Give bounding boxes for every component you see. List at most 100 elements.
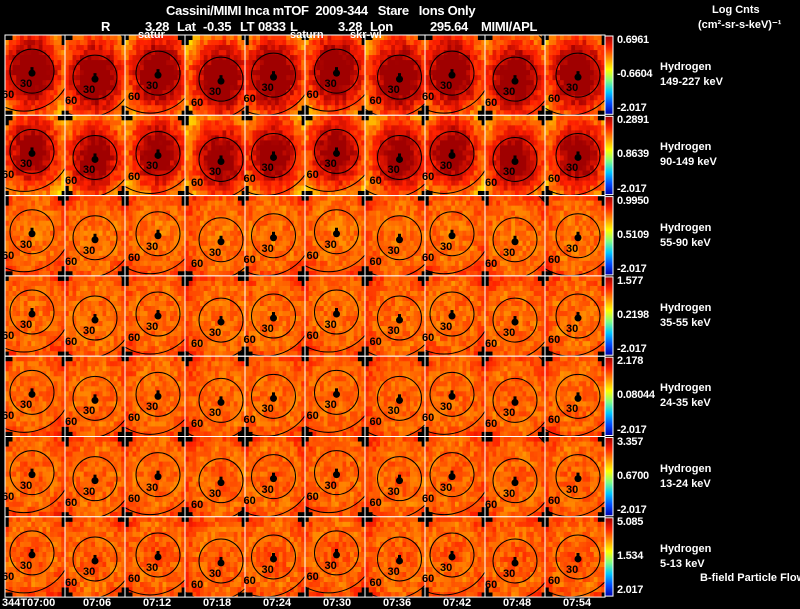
contour-label-60: 60 — [128, 332, 141, 345]
contour-30 — [9, 128, 55, 174]
contour-30 — [72, 375, 118, 421]
contour-label-30: 30 — [20, 479, 33, 492]
contour-label-30: 30 — [146, 160, 159, 173]
spacecraft-antenna-icon — [219, 556, 223, 561]
spacecraft-icon — [396, 236, 403, 244]
row-label: Hydrogen 149-227 keV — [660, 60, 723, 90]
spacecraft-antenna-icon — [398, 153, 401, 158]
l-label: L — [290, 19, 298, 34]
contour-label-30: 30 — [209, 166, 222, 179]
contour-label-30: 30 — [83, 84, 96, 97]
contour-30 — [314, 369, 359, 415]
contour-label-30: 30 — [20, 78, 33, 91]
lon-label: Lon — [370, 19, 393, 34]
contour-label-30: 30 — [324, 238, 337, 251]
sky-map-panel — [485, 35, 546, 116]
contour-label-60: 60 — [128, 251, 141, 264]
contour-label-60: 60 — [65, 576, 78, 589]
contour-label-60: 60 — [422, 171, 435, 184]
contour-30 — [251, 373, 296, 419]
contour-label-30: 30 — [209, 407, 222, 420]
spacecraft-icon — [333, 551, 340, 559]
spacecraft-icon — [511, 559, 519, 567]
contour-30 — [555, 293, 601, 339]
contour-30 — [377, 536, 422, 582]
spacecraft-antenna-icon — [156, 550, 160, 555]
contour-label-30: 30 — [503, 246, 516, 259]
spacecraft-antenna-icon — [156, 229, 160, 234]
sky-map-panel — [365, 516, 426, 598]
r-value: 3.28 — [145, 19, 170, 34]
colorbar-max: 3.357 — [617, 435, 644, 448]
contour-label-60: 60 — [369, 576, 382, 589]
spacecraft-icon — [574, 314, 582, 322]
contour-30 — [314, 289, 359, 335]
sky-map-panel — [485, 115, 546, 196]
l-value: 3.28 — [338, 19, 363, 34]
spacecraft-icon — [154, 473, 162, 481]
spacecraft-icon — [396, 557, 403, 565]
contour-label-30: 30 — [387, 565, 400, 578]
row-label: Hydrogen 5-13 keV — [660, 542, 711, 572]
contour-30 — [198, 297, 244, 343]
contour-label-60: 60 — [548, 574, 561, 587]
spacecraft-antenna-icon — [30, 548, 34, 553]
contour-label-30: 30 — [566, 403, 579, 416]
colorbar-max: 0.2891 — [617, 114, 649, 127]
spacecraft-antenna-icon — [219, 235, 223, 240]
contour-label-30: 30 — [146, 240, 159, 253]
spacecraft-icon — [154, 312, 162, 320]
spacecraft-icon — [217, 559, 225, 567]
sky-map-panel — [65, 356, 126, 437]
contour-30 — [72, 456, 118, 502]
x-tick-label: 07:54 — [563, 597, 592, 609]
contour-60 — [425, 35, 485, 114]
x-tick-label: 07:18 — [203, 597, 232, 609]
sky-map-panel — [65, 436, 126, 518]
sky-map-panel — [245, 115, 306, 196]
spacecraft-icon — [511, 318, 519, 326]
spacecraft-antenna-icon — [156, 69, 160, 74]
spacecraft-antenna-icon — [93, 314, 97, 319]
contour-label-30: 30 — [324, 399, 337, 412]
contour-30 — [429, 130, 475, 176]
contour-60 — [425, 516, 485, 596]
sky-map-panel — [545, 436, 606, 518]
contour-label-30: 30 — [261, 162, 274, 175]
spacecraft-icon — [448, 473, 456, 481]
colorbar-border — [604, 356, 614, 437]
spacecraft-icon — [333, 471, 340, 479]
sky-map-panel — [485, 275, 546, 357]
contour-60 — [305, 575, 365, 594]
spacecraft-icon — [28, 230, 36, 238]
sky-map-panel — [125, 195, 186, 277]
spacecraft-icon — [217, 157, 225, 165]
sky-map-panel — [5, 356, 66, 437]
contour-label-60: 60 — [485, 578, 498, 591]
contour-30 — [135, 211, 181, 257]
contour-30 — [377, 215, 422, 261]
spacecraft-antenna-icon — [450, 229, 454, 234]
spacecraft-antenna-icon — [93, 73, 97, 78]
species-name: Hydrogen — [660, 61, 712, 74]
x-tick-label: 07:36 — [383, 597, 412, 609]
spacecraft-antenna-icon — [398, 554, 401, 559]
spacecraft-icon — [333, 390, 340, 398]
contour-30 — [72, 54, 118, 100]
contour-30 — [72, 295, 118, 341]
r-label: R — [101, 19, 111, 34]
contour-30 — [429, 50, 475, 96]
colorbar-mid: 0.8639 — [617, 148, 649, 161]
contour-30 — [251, 454, 296, 500]
contour-30 — [377, 456, 422, 502]
sky-map-panel — [185, 115, 246, 196]
contour-30 — [555, 534, 601, 580]
contour-label-30: 30 — [20, 399, 33, 412]
contour-30 — [314, 48, 359, 94]
contour-label-30: 30 — [566, 162, 579, 175]
colorbar-min: -2.017 — [617, 182, 647, 195]
row-label: Hydrogen 13-24 keV — [660, 462, 711, 492]
sky-map-panel — [245, 275, 306, 357]
sky-map-panel — [305, 356, 366, 437]
colorbar-border — [604, 35, 614, 115]
